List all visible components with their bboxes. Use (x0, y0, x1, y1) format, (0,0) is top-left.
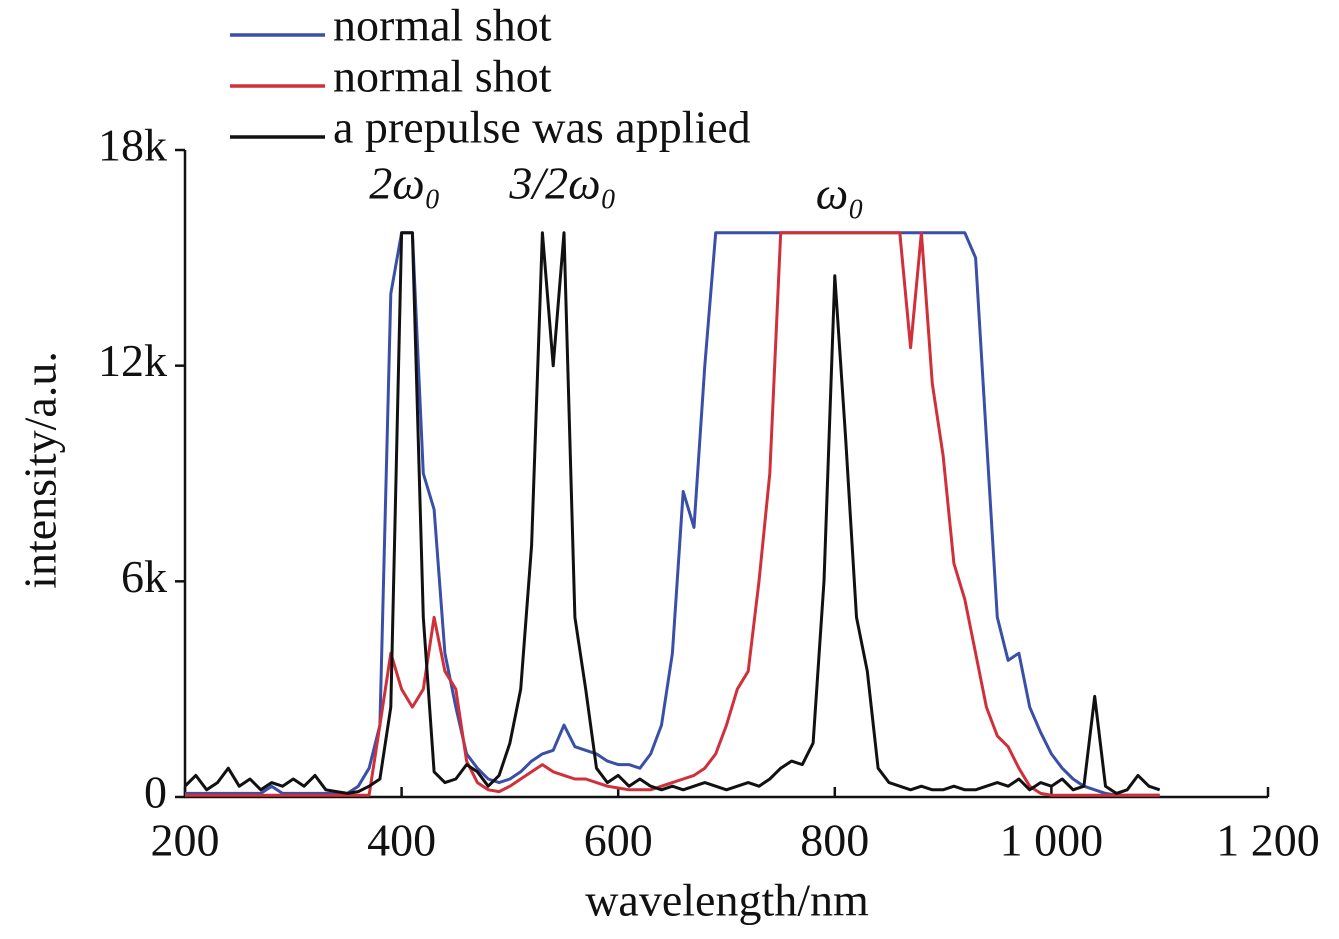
y-tick-label: 0 (144, 767, 167, 818)
series-line (183, 231, 1161, 795)
series-line (185, 231, 1160, 797)
y-tick-label: 6k (121, 551, 167, 602)
x-tick-label: 200 (151, 815, 220, 866)
x-tick-label: 1 200 (1216, 815, 1320, 866)
x-tick-label: 800 (800, 815, 869, 866)
y-tick-label: 12k (98, 335, 167, 386)
x-tick-label: 1 000 (1000, 815, 1104, 866)
x-axis-title: wavelength/nm (585, 875, 869, 926)
annotation: ω₀ (816, 168, 864, 219)
y-tick-label: 18k (98, 120, 167, 171)
legend-label: a prepulse was applied (333, 102, 751, 153)
x-tick-label: 600 (584, 815, 653, 866)
legend-label: normal shot (333, 0, 552, 51)
y-axis-title: intensity/a.u. (15, 351, 66, 589)
annotation: 2ω₀ (369, 158, 440, 209)
series-line (185, 231, 1160, 797)
annotation: 3/2ω₀ (508, 158, 616, 209)
x-tick-label: 400 (367, 815, 436, 866)
legend-label: normal shot (333, 51, 552, 102)
